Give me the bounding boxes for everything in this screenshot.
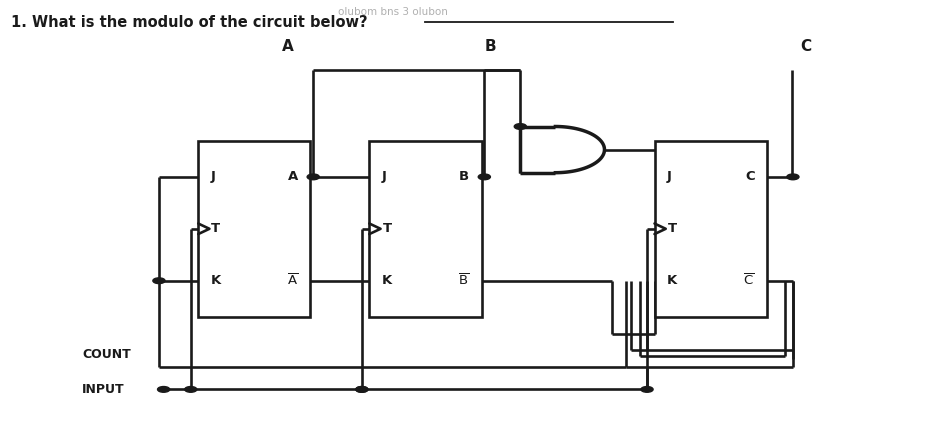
- Text: K: K: [210, 274, 221, 287]
- Circle shape: [355, 386, 368, 392]
- Text: $\overline{\rm B}$: $\overline{\rm B}$: [458, 273, 469, 288]
- Text: B: B: [459, 170, 469, 183]
- Text: T: T: [211, 222, 221, 235]
- Bar: [198, 141, 310, 317]
- Text: A: A: [282, 39, 294, 54]
- Text: C: C: [800, 39, 812, 54]
- Circle shape: [308, 174, 320, 180]
- Bar: [654, 141, 767, 317]
- Text: INPUT: INPUT: [82, 383, 125, 396]
- Circle shape: [641, 386, 653, 392]
- Text: J: J: [210, 170, 215, 183]
- Bar: [369, 141, 482, 317]
- Text: $\overline{\rm C}$: $\overline{\rm C}$: [743, 273, 755, 288]
- Circle shape: [153, 278, 165, 284]
- Circle shape: [514, 124, 526, 129]
- Text: B: B: [485, 39, 496, 54]
- Text: COUNT: COUNT: [82, 348, 131, 361]
- Circle shape: [157, 386, 170, 392]
- Text: T: T: [382, 222, 392, 235]
- Text: C: C: [745, 170, 755, 183]
- Circle shape: [479, 174, 491, 180]
- Text: A: A: [288, 170, 298, 183]
- Text: K: K: [667, 274, 677, 287]
- Circle shape: [185, 386, 196, 392]
- Circle shape: [355, 386, 368, 392]
- Text: J: J: [667, 170, 671, 183]
- Text: K: K: [381, 274, 392, 287]
- Text: $\overline{\rm A}$: $\overline{\rm A}$: [287, 273, 298, 288]
- Text: olubom bns 3 olubon: olubom bns 3 olubon: [338, 7, 448, 17]
- Text: T: T: [668, 222, 677, 235]
- Text: 1. What is the modulo of the circuit below?: 1. What is the modulo of the circuit bel…: [11, 15, 367, 29]
- Text: J: J: [381, 170, 386, 183]
- Circle shape: [787, 174, 799, 180]
